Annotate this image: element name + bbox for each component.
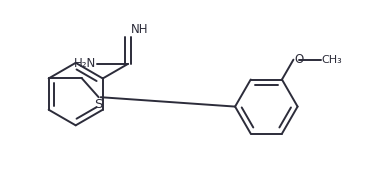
- Text: CH₃: CH₃: [322, 55, 342, 65]
- Text: NH: NH: [131, 23, 149, 36]
- Text: H₂N: H₂N: [74, 57, 96, 70]
- Text: S: S: [94, 98, 103, 111]
- Text: O: O: [295, 53, 304, 66]
